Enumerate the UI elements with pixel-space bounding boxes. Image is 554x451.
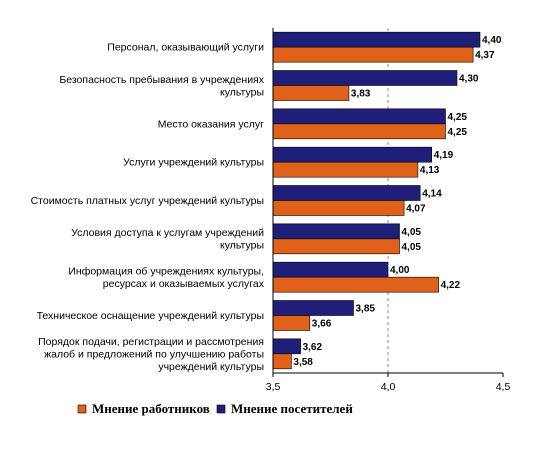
bar-workers-3 bbox=[272, 161, 419, 178]
bar-visitors-8 bbox=[272, 338, 301, 355]
legend-swatch-1 bbox=[216, 404, 226, 414]
bar-visitors-5 bbox=[272, 223, 400, 240]
value-label-visitors-4: 4,14 bbox=[422, 189, 442, 200]
value-label-workers-4: 4,07 bbox=[406, 204, 426, 215]
value-label-visitors-3: 4,19 bbox=[434, 150, 454, 161]
category-label-2: Место оказания услуг bbox=[158, 118, 264, 130]
value-label-workers-8: 3,58 bbox=[293, 357, 313, 368]
bar-visitors-0 bbox=[272, 31, 481, 48]
bars-layer bbox=[272, 31, 481, 370]
x-tick-label-2: 4,5 bbox=[496, 381, 511, 393]
labels-layer: 4,40 4,37 Персонал, оказывающий услуги 4,30… bbox=[31, 35, 502, 373]
legend-label-0: Мнение работников bbox=[92, 401, 210, 416]
bar-workers-1 bbox=[272, 85, 350, 101]
bar-workers-0 bbox=[272, 46, 474, 63]
value-label-visitors-8: 3,62 bbox=[303, 342, 323, 353]
value-label-visitors-6: 4,00 bbox=[390, 265, 410, 276]
category-label-4: Стоимость платных услуг учреждений культ… bbox=[31, 195, 264, 207]
category-label-8: Порядок подачи, регистрации и рассмотрен… bbox=[38, 336, 264, 373]
x-tick-label-1: 4,0 bbox=[381, 381, 396, 393]
value-label-visitors-7: 3,85 bbox=[356, 304, 376, 315]
value-label-workers-6: 4,22 bbox=[441, 280, 461, 291]
value-label-visitors-1: 4,30 bbox=[459, 74, 479, 85]
axis-layer: 3,5 4,0 4,5 bbox=[266, 28, 511, 393]
bar-visitors-7 bbox=[272, 300, 354, 316]
category-label-1: Безопасность пребывания в учреждениях кул… bbox=[59, 74, 264, 99]
value-label-workers-5: 4,05 bbox=[402, 242, 422, 253]
category-label-0: Персонал, оказывающий услуги bbox=[107, 42, 264, 54]
bar-workers-4 bbox=[272, 200, 405, 216]
bar-visitors-4 bbox=[272, 185, 421, 201]
value-label-workers-2: 4,25 bbox=[448, 127, 468, 138]
value-label-workers-0: 4,37 bbox=[475, 50, 495, 61]
bar-workers-8 bbox=[272, 353, 292, 370]
bar-visitors-1 bbox=[272, 70, 458, 86]
bar-visitors-6 bbox=[272, 261, 389, 278]
category-label-7: Техническое оснащение учреждений культур… bbox=[37, 310, 264, 322]
legend: Мнение работников Мнение посетителей bbox=[77, 401, 353, 416]
bar-workers-7 bbox=[272, 315, 311, 331]
legend-swatch-0 bbox=[77, 404, 87, 414]
value-label-workers-1: 3,83 bbox=[351, 89, 371, 100]
bar-workers-2 bbox=[272, 123, 446, 140]
legend-label-1: Мнение посетителей bbox=[231, 401, 353, 416]
bar-workers-5 bbox=[272, 238, 400, 255]
category-label-3: Услуги учреждений культуры bbox=[123, 157, 264, 169]
bar-visitors-3 bbox=[272, 146, 432, 163]
value-label-visitors-5: 4,05 bbox=[402, 227, 422, 238]
value-label-workers-7: 3,66 bbox=[312, 319, 332, 330]
x-tick-label-0: 3,5 bbox=[266, 381, 281, 393]
bar-workers-6 bbox=[272, 276, 439, 293]
value-label-visitors-2: 4,25 bbox=[448, 112, 468, 123]
value-label-visitors-0: 4,40 bbox=[482, 35, 502, 46]
category-label-6: Информация об учреждениях культуры, ресур… bbox=[68, 265, 264, 290]
bar-visitors-2 bbox=[272, 108, 446, 125]
value-label-workers-3: 4,13 bbox=[420, 165, 440, 176]
category-label-5: Условия доступа к услугам учреждений куль… bbox=[71, 227, 264, 252]
